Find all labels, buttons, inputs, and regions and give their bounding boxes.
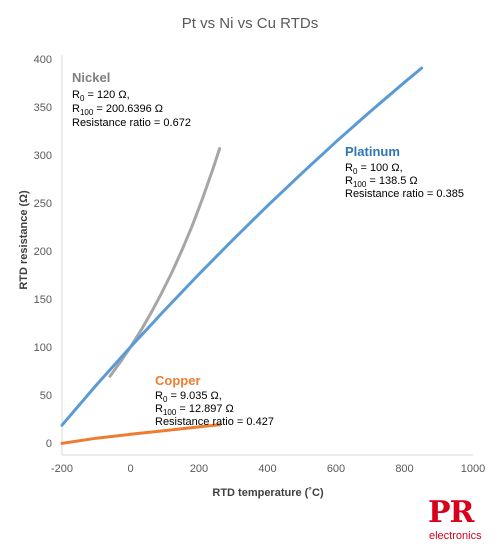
series-line-platinum (60, 66, 424, 427)
y-axis-label: RTD resistance (Ω) (18, 190, 30, 290)
annotation-nickel-title: Nickel (72, 70, 110, 85)
annotation-platinum-ratio: Resistance ratio = 0.385 (345, 188, 464, 200)
x-tick-label: 0 (127, 463, 133, 475)
y-tick-label: 350 (34, 102, 52, 114)
x-tick-label: 200 (190, 463, 208, 475)
annotation-copper-ratio: Resistance ratio = 0.427 (155, 416, 274, 428)
y-tick-label: 250 (34, 198, 52, 210)
annotation-nickel-r0: R0 = 120 Ω, (72, 89, 130, 103)
y-tick-label: 300 (34, 150, 52, 162)
y-tick-label: 400 (34, 54, 52, 66)
y-tick-label: 0 (46, 438, 52, 450)
annotation-copper-title: Copper (155, 373, 201, 388)
chart-axes (61, 55, 473, 456)
x-tick-labels: -200 0 200 400 600 800 1000 (51, 463, 485, 475)
x-tick-label: 600 (327, 463, 345, 475)
x-tick-label: 400 (258, 463, 276, 475)
annotation-platinum: Platinum R0 = 100 Ω, R100 = 138.5 Ω Resi… (345, 144, 464, 200)
x-tick-label: 800 (395, 463, 413, 475)
series-line-copper (60, 423, 222, 445)
annotation-copper-r100: R100 = 12.897 Ω (155, 403, 234, 417)
x-axis-label: RTD temperature (˚C) (212, 487, 324, 499)
x-tick-label: -200 (51, 463, 73, 475)
y-tick-label: 100 (34, 342, 52, 354)
annotation-copper: Copper R0 = 9.035 Ω, R100 = 12.897 Ω Res… (155, 373, 274, 428)
annotation-nickel-r100: R100 = 200.6396 Ω (72, 103, 163, 117)
pr-electronics-logo: PR electronics (428, 495, 482, 542)
y-tick-label: 50 (40, 390, 52, 402)
annotation-copper-r0: R0 = 9.035 Ω, (155, 390, 222, 404)
annotation-platinum-r100: R100 = 138.5 Ω (345, 175, 418, 189)
x-tick-label: 1000 (461, 463, 485, 475)
y-tick-label: 200 (34, 246, 52, 258)
annotation-nickel-ratio: Resistance ratio = 0.672 (72, 117, 191, 129)
annotation-platinum-title: Platinum (345, 144, 400, 159)
annotation-nickel: Nickel R0 = 120 Ω, R100 = 200.6396 Ω Res… (72, 70, 191, 129)
y-tick-label: 150 (34, 294, 52, 306)
annotation-platinum-r0: R0 = 100 Ω, (345, 162, 403, 176)
series-line-nickel (108, 147, 222, 378)
chart-title: Pt vs Ni vs Cu RTDs (182, 15, 318, 32)
y-tick-labels: 0 50 100 150 200 250 300 350 400 (34, 54, 52, 450)
logo-subtitle: electronics (429, 530, 482, 542)
logo-brand: PR (428, 495, 476, 530)
series-lines (60, 66, 424, 445)
